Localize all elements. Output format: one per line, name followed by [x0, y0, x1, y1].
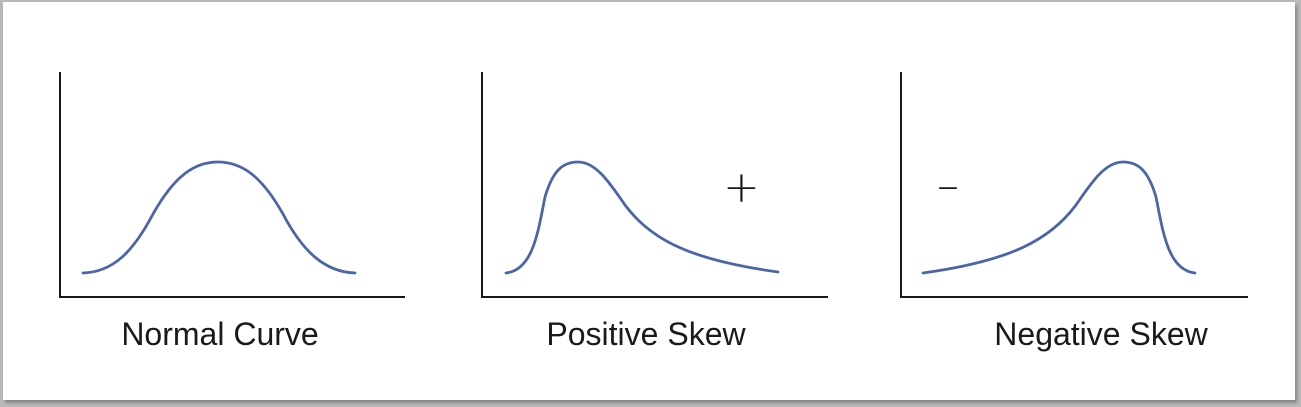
plus-sign: + [723, 162, 760, 213]
positive-skew-caption: Positive Skew [546, 316, 746, 352]
normal-curve-chart [59, 72, 405, 298]
positive-skew-axes [481, 72, 828, 298]
normal-curve-caption: Normal Curve [121, 316, 319, 352]
negative-skew-axes [900, 72, 1248, 298]
minus-sign: – [937, 160, 959, 211]
panel-negative-skew: – Negative Skew [843, 2, 1295, 400]
figure-frame: Normal Curve + Positive Skew – Negative … [3, 2, 1295, 400]
panel-positive-skew: + Positive Skew [423, 2, 843, 400]
positive-skew-line [504, 160, 780, 275]
negative-skew-caption: Negative Skew [994, 316, 1208, 352]
negative-skew-chart [900, 72, 1248, 298]
positive-skew-chart [481, 72, 828, 298]
normal-curve-axes [59, 72, 405, 298]
panel-normal-curve: Normal Curve [3, 2, 423, 400]
negative-skew-line [921, 160, 1197, 275]
normal-curve-line [81, 160, 357, 275]
